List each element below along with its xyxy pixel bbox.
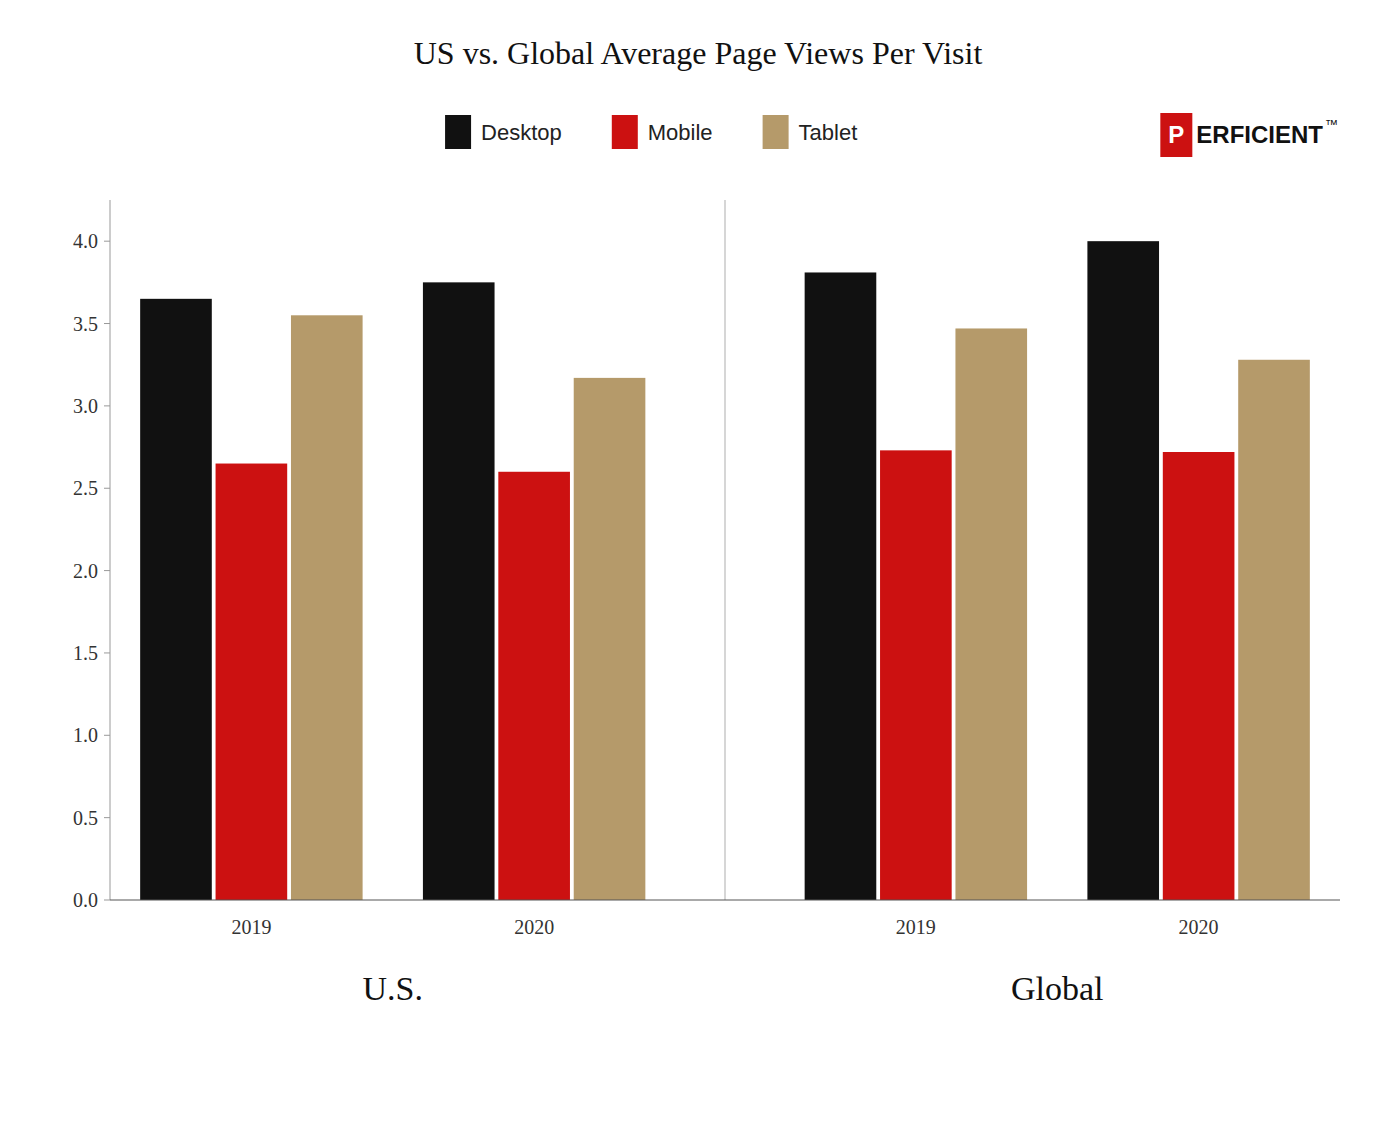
section-label: Global xyxy=(1011,970,1104,1007)
section-divider xyxy=(724,200,725,900)
bar xyxy=(1087,241,1159,900)
bar xyxy=(1238,360,1310,900)
bar xyxy=(880,450,952,900)
logo: P ERFICIENT™ xyxy=(1160,113,1338,157)
bars xyxy=(140,241,1310,900)
x-tick-label: 2019 xyxy=(231,916,271,938)
y-axis-line xyxy=(110,200,111,900)
x-tick-label: 2019 xyxy=(896,916,936,938)
x-tick-label: 2020 xyxy=(514,916,554,938)
y-tick-label: 1.5 xyxy=(73,642,98,664)
legend-swatch xyxy=(763,115,789,149)
bar xyxy=(216,464,288,900)
bar xyxy=(1163,452,1235,900)
bar xyxy=(291,315,363,900)
y-tick-label: 1.0 xyxy=(73,724,98,746)
y-tick xyxy=(104,241,110,242)
legend-label: Mobile xyxy=(648,120,713,145)
y-tick xyxy=(104,488,110,489)
bar xyxy=(423,282,495,900)
bar xyxy=(955,328,1027,900)
x-axis-line xyxy=(110,900,1340,901)
y-tick xyxy=(104,405,110,406)
chart: US vs. Global Average Page Views Per Vis… xyxy=(0,0,1396,1140)
y-tick xyxy=(104,900,110,901)
y-tick xyxy=(104,323,110,324)
legend-swatch xyxy=(612,115,638,149)
y-tick xyxy=(104,652,110,653)
legend-swatch xyxy=(445,115,471,149)
section-label: U.S. xyxy=(363,970,423,1007)
x-tick-label: 2020 xyxy=(1179,916,1219,938)
y-tick-label: 4.0 xyxy=(73,230,98,252)
y-tick xyxy=(104,570,110,571)
bar xyxy=(140,299,212,900)
logo-letter: P xyxy=(1168,121,1184,148)
y-tick-label: 3.0 xyxy=(73,395,98,417)
y-tick-label: 2.5 xyxy=(73,477,98,499)
legend: Desktop Mobile Tablet xyxy=(445,115,857,149)
y-tick-label: 0.5 xyxy=(73,807,98,829)
logo-box xyxy=(1160,113,1192,157)
y-tick-label: 0.0 xyxy=(73,889,98,911)
y-tick-label: 2.0 xyxy=(73,560,98,582)
bar xyxy=(805,272,877,900)
title: US vs. Global Average Page Views Per Vis… xyxy=(414,35,983,71)
y-tick-label: 3.5 xyxy=(73,313,98,335)
y-tick xyxy=(104,735,110,736)
bar xyxy=(498,472,570,900)
logo-text: ERFICIENT xyxy=(1196,121,1323,148)
bar xyxy=(574,378,646,900)
legend-label: Tablet xyxy=(799,120,858,145)
y-tick xyxy=(104,817,110,818)
logo-text: ™ xyxy=(1325,117,1338,132)
legend-label: Desktop xyxy=(481,120,562,145)
